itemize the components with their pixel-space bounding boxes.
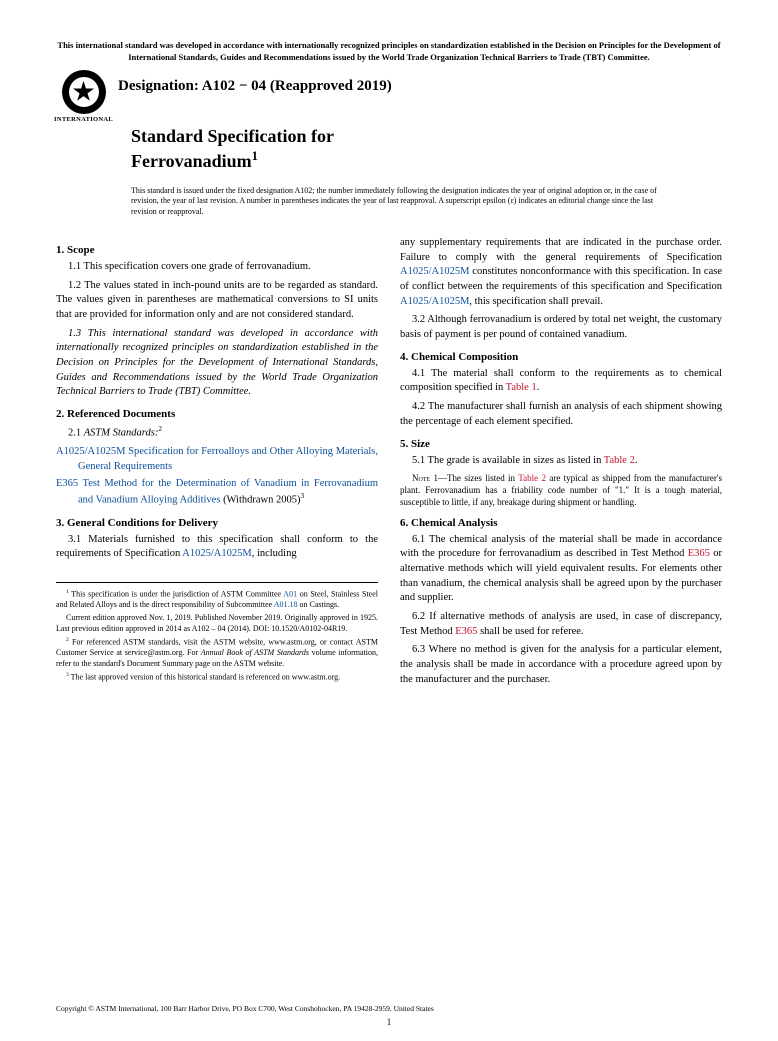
p51a: 5.1 The grade is available in sizes as l… — [412, 455, 604, 466]
astm-logo-icon — [62, 70, 106, 114]
para-3-1-right: any supplementary requirements that are … — [400, 236, 722, 309]
designation-text: Designation: A102 − 04 (Reapproved 2019) — [118, 78, 392, 95]
para-1-3: 1.3 This international standard was deve… — [56, 327, 378, 400]
p41a: 4.1 The material shall conform to the re… — [400, 368, 722, 394]
ref-withdrawn-sup: 3 — [301, 491, 305, 500]
para-6-3: 6.3 Where no method is given for the ana… — [400, 643, 722, 687]
section-2-head: 2. Referenced Documents — [56, 408, 378, 420]
copyright-notice: Copyright © ASTM International, 100 Barr… — [56, 1004, 434, 1013]
p31e: , this specification shall prevail. — [469, 296, 603, 307]
note1a: The sizes listed in — [447, 473, 518, 483]
note-1-label: Note 1— — [412, 473, 447, 483]
header-disclaimer: This international standard was develope… — [56, 40, 722, 64]
p51b: . — [635, 455, 638, 466]
link-table-1[interactable]: Table 1 — [506, 382, 537, 393]
section-3-head: 3. General Conditions for Delivery — [56, 517, 378, 529]
para-3-1-left: 3.1 Materials furnished to this specific… — [56, 533, 378, 562]
fn1-link1[interactable]: A01 — [283, 590, 297, 599]
p41b: . — [537, 382, 540, 393]
section-5-head: 5. Size — [400, 438, 722, 450]
para-4-2: 4.2 The manufacturer shall furnish an an… — [400, 400, 722, 429]
fn3text: The last approved version of this histor… — [69, 673, 340, 682]
astm-logo: INTERNATIONAL — [54, 70, 113, 123]
p61a: 6.1 The chemical analysis of the materia… — [400, 534, 722, 560]
link-a1025-1[interactable]: A1025/A1025M — [182, 548, 251, 559]
ref-item-a1025: A1025/A1025M Specification for Ferroallo… — [56, 445, 378, 474]
document-title: Standard Specification for Ferrovanadium… — [131, 125, 722, 174]
ref-item-e365: E365 Test Method for the Determination o… — [56, 477, 378, 509]
note-1: Note 1—The sizes listed in Table 2 are t… — [400, 472, 722, 508]
page-container: This international standard was develope… — [0, 0, 778, 1041]
fn1a: This specification is under the jurisdic… — [69, 590, 284, 599]
para-2-1-sup: 2 — [158, 424, 162, 433]
section-1-head: 1. Scope — [56, 244, 378, 256]
section-6-head: 6. Chemical Analysis — [400, 517, 722, 529]
footnote-1: 1 This specification is under the jurisd… — [56, 589, 378, 611]
two-column-body: 1. Scope 1.1 This specification covers o… — [56, 236, 722, 692]
para-6-1: 6.1 The chemical analysis of the materia… — [400, 533, 722, 606]
footnotes-block: 1 This specification is under the jurisd… — [56, 582, 378, 683]
link-e365-2[interactable]: E365 — [455, 626, 477, 637]
para-4-1: 4.1 The material shall conform to the re… — [400, 367, 722, 396]
p62b: shall be used for referee. — [477, 626, 583, 637]
issuance-note: This standard is issued under the fixed … — [131, 186, 671, 218]
footnote-3: 3 The last approved version of this hist… — [56, 672, 378, 683]
para-6-2: 6.2 If alternative methods of analysis a… — [400, 610, 722, 639]
para-2-1-prefix: 2.1 — [68, 428, 84, 439]
para-5-1: 5.1 The grade is available in sizes as l… — [400, 454, 722, 469]
link-e365-1[interactable]: E365 — [688, 548, 710, 559]
ref-withdrawn: (Withdrawn 2005) — [220, 495, 300, 506]
left-column: 1. Scope 1.1 This specification covers o… — [56, 236, 378, 692]
link-table-2b[interactable]: Table 2 — [518, 473, 546, 483]
footnote-1-edition: Current edition approved Nov. 1, 2019. P… — [56, 613, 378, 635]
fn2ital: Annual Book of ASTM Standards — [201, 648, 309, 657]
ref-link-e365[interactable]: E365 — [56, 478, 78, 489]
footnote-2: 2 For referenced ASTM standards, visit t… — [56, 637, 378, 670]
p31b: , including — [252, 548, 297, 559]
page-number: 1 — [387, 1017, 392, 1027]
fn1-link2[interactable]: A01.18 — [274, 600, 298, 609]
right-column: any supplementary requirements that are … — [400, 236, 722, 692]
para-2-1: 2.1 ASTM Standards:2 — [56, 424, 378, 441]
link-a1025-3[interactable]: A1025/A1025M — [400, 296, 469, 307]
section-4-head: 4. Chemical Composition — [400, 351, 722, 363]
p31c: any supplementary requirements that are … — [400, 237, 722, 263]
para-1-1: 1.1 This specification covers one grade … — [56, 260, 378, 275]
title-line-1: Standard Specification for — [131, 126, 334, 146]
title-line-2: Ferrovanadium — [131, 151, 252, 171]
link-a1025-2[interactable]: A1025/A1025M — [400, 266, 469, 277]
ref-link-a1025[interactable]: A1025/A1025M — [56, 446, 125, 457]
logo-label: INTERNATIONAL — [54, 116, 113, 123]
logo-designation-row: INTERNATIONAL Designation: A102 − 04 (Re… — [56, 78, 722, 95]
title-superscript: 1 — [252, 149, 258, 163]
title-block: Standard Specification for Ferrovanadium… — [131, 125, 722, 174]
para-1-2: 1.2 The values stated in inch-pound unit… — [56, 279, 378, 323]
link-table-2[interactable]: Table 2 — [604, 455, 635, 466]
para-2-1-italic: ASTM Standards: — [84, 428, 159, 439]
para-3-2: 3.2 Although ferrovanadium is ordered by… — [400, 313, 722, 342]
fn1c: on Castings. — [298, 600, 340, 609]
